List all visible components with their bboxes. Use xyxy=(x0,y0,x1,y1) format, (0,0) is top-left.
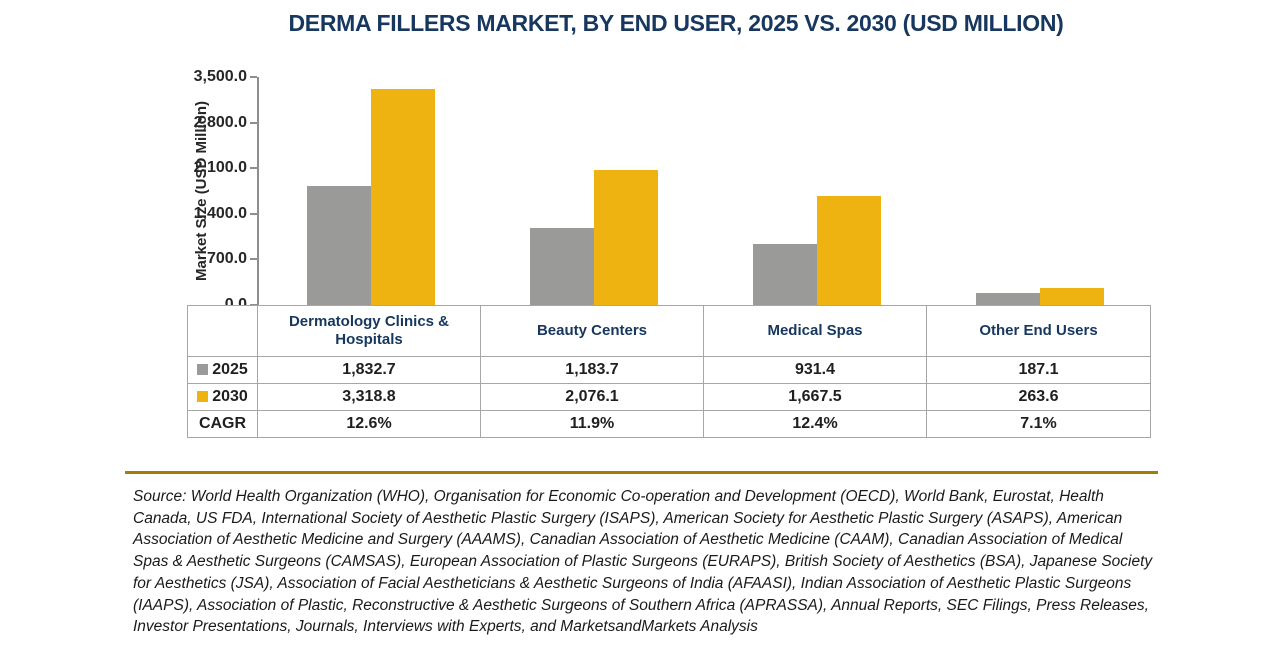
table-row-2025: 2025 1,832.7 1,183.7 931.4 187.1 xyxy=(187,356,1151,384)
legend-cell-2030: 2030 xyxy=(187,383,258,411)
value-2030-other-end-users: 263.6 xyxy=(926,383,1151,411)
bar-2025-beauty-centers xyxy=(529,227,594,305)
category-header-other-end-users: Other End Users xyxy=(926,305,1151,357)
cagr-other-end-users: 7.1% xyxy=(926,410,1151,438)
y-tick-label-1-400-0: 1,400.0 xyxy=(193,204,247,222)
y-tick-label-2-800-0: 2,800.0 xyxy=(193,113,247,131)
bar-group-other-end-users xyxy=(929,77,1152,305)
chart-data-table-body: Dermatology Clinics & Hospitals Beauty Ce… xyxy=(187,305,1151,438)
bar-2025-medical-spas xyxy=(753,244,818,305)
bar-group-beauty-centers xyxy=(482,77,705,305)
y-tick-label-2-100-0: 2,100.0 xyxy=(193,159,247,177)
bar-2025-dermatology-clinics-hospitals xyxy=(306,185,371,305)
value-2030-beauty-centers: 2,076.1 xyxy=(480,383,704,411)
value-2025-other-end-users: 187.1 xyxy=(926,356,1151,384)
cagr-dermatology-clinics-hospitals: 12.6% xyxy=(257,410,481,438)
category-header-medical-spas: Medical Spas xyxy=(703,305,927,357)
category-header-dermatology-clinics-hospitals: Dermatology Clinics & Hospitals xyxy=(257,305,481,357)
gold-divider-rule xyxy=(125,471,1158,474)
legend-cell-2025: 2025 xyxy=(187,356,258,384)
y-tick-mark xyxy=(250,121,257,124)
legend-swatch-2030 xyxy=(197,391,209,402)
row-label-cagr: CAGR xyxy=(187,410,258,438)
value-2030-dermatology-clinics-hospitals: 3,318.8 xyxy=(257,383,481,411)
value-2030-medical-spas: 1,667.5 xyxy=(703,383,927,411)
bar-2030-beauty-centers xyxy=(593,169,658,305)
y-axis-title: Market Size (USD Million) xyxy=(193,100,210,282)
value-2025-dermatology-clinics-hospitals: 1,832.7 xyxy=(257,356,481,384)
source-attribution: Source: World Health Organization (WHO),… xyxy=(133,488,1153,636)
bar-2030-other-end-users xyxy=(1040,287,1105,305)
bar-2030-medical-spas xyxy=(817,196,882,305)
table-header-row: Dermatology Clinics & Hospitals Beauty Ce… xyxy=(187,305,1151,357)
legend-swatch-2025 xyxy=(197,364,209,375)
bar-2025-other-end-users xyxy=(976,292,1041,305)
cagr-medical-spas: 12.4% xyxy=(703,410,927,438)
y-tick-mark xyxy=(250,167,257,170)
chart-data-table: Dermatology Clinics & Hospitals Beauty Ce… xyxy=(187,305,1151,438)
value-2025-beauty-centers: 1,183.7 xyxy=(480,356,704,384)
bar-group-dermatology-clinics-hospitals xyxy=(259,77,482,305)
chart-title: DERMA FILLERS MARKET, BY END USER, 2025 … xyxy=(288,10,1064,36)
y-tick-mark xyxy=(250,212,257,215)
table-row-cagr: CAGR 12.6% 11.9% 12.4% 7.1% xyxy=(187,410,1151,438)
value-2025-medical-spas: 931.4 xyxy=(703,356,927,384)
y-tick-mark xyxy=(250,76,257,78)
bar-2030-dermatology-clinics-hospitals xyxy=(370,88,435,305)
table-row-2030: 2030 3,318.8 2,076.1 1,667.5 263.6 xyxy=(187,383,1151,411)
cagr-beauty-centers: 11.9% xyxy=(480,410,704,438)
bar-group-medical-spas xyxy=(706,77,929,305)
y-tick-mark xyxy=(250,258,257,261)
y-tick-label-3-500-0: 3,500.0 xyxy=(193,68,247,85)
y-tick-label-700-0: 700.0 xyxy=(206,250,247,268)
table-corner-cell xyxy=(187,305,258,357)
plot-area: 0.0 700.0 1,400.0 2,100.0 2,800.0 3,500.0 xyxy=(194,69,1152,313)
category-header-beauty-centers: Beauty Centers xyxy=(480,305,704,357)
